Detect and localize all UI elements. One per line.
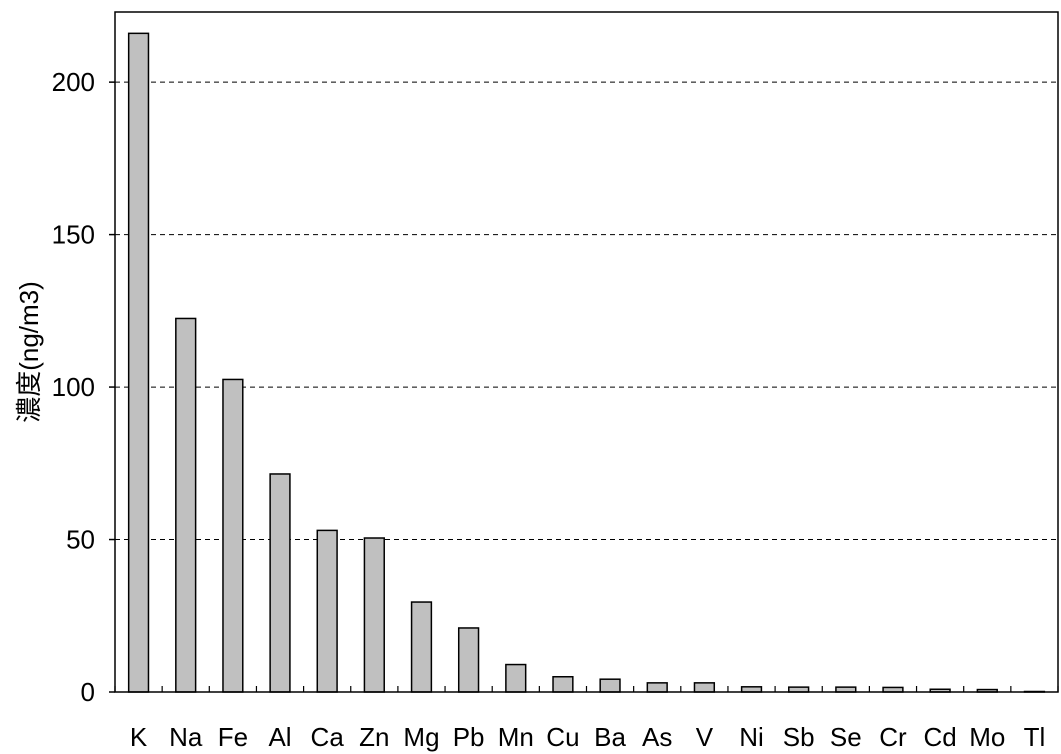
x-category-label-Pb: Pb <box>453 722 485 752</box>
x-category-label-Na: Na <box>169 722 203 752</box>
x-category-label-Mg: Mg <box>403 722 439 752</box>
x-category-label-Tl: Tl <box>1024 722 1046 752</box>
bar-Na <box>175 317 197 693</box>
y-tick-label-0: 0 <box>81 677 95 707</box>
x-category-label-Cd: Cd <box>924 722 957 752</box>
plot-frame <box>114 11 1059 693</box>
x-category-label-K: K <box>130 722 148 752</box>
y-tick-label-200: 200 <box>52 67 95 97</box>
x-category-label-Se: Se <box>830 722 862 752</box>
bar-Mn <box>505 663 527 693</box>
bar-Pb <box>457 627 480 693</box>
bars <box>127 32 1046 693</box>
x-category-label-Cu: Cu <box>546 722 579 752</box>
bar-Ba <box>599 678 621 693</box>
bar-Al <box>269 473 291 693</box>
bar-Zn <box>363 537 385 693</box>
bar-As <box>646 682 668 693</box>
x-category-label-Zn: Zn <box>359 722 389 752</box>
x-category-label-Mo: Mo <box>969 722 1005 752</box>
y-tick-label-150: 150 <box>52 220 95 250</box>
y-axis-title: 濃度(ng/m3) <box>14 281 44 423</box>
bar-Ca <box>316 529 338 693</box>
x-category-label-Sb: Sb <box>783 722 815 752</box>
bar-Mg <box>410 601 433 693</box>
y-axis-tick-labels: 0 50 100 150 200 <box>52 67 95 707</box>
bar-Cu <box>552 676 574 693</box>
gridlines <box>109 81 1058 693</box>
bar-Ni <box>740 686 763 693</box>
x-category-label-Ca: Ca <box>311 722 345 752</box>
x-category-label-Al: Al <box>268 722 291 752</box>
x-category-label-Mn: Mn <box>498 722 534 752</box>
x-category-label-Cr: Cr <box>879 722 907 752</box>
x-category-label-Ba: Ba <box>594 722 626 752</box>
x-category-label-V: V <box>696 722 714 752</box>
bar-Fe <box>222 378 244 693</box>
x-category-label-Fe: Fe <box>218 722 248 752</box>
bar-V <box>693 682 716 693</box>
x-category-label-As: As <box>642 722 672 752</box>
x-category-label-Ni: Ni <box>739 722 764 752</box>
bar-K <box>127 32 150 693</box>
x-axis-category-labels: K Na Fe Al Ca Zn Mg Pb Mn Cu Ba As V Ni Sb Se Cr Cd Mo Tl <box>130 722 1045 752</box>
y-tick-label-100: 100 <box>52 372 95 402</box>
x-axis-ticks <box>114 686 1059 692</box>
y-tick-label-50: 50 <box>66 525 95 555</box>
